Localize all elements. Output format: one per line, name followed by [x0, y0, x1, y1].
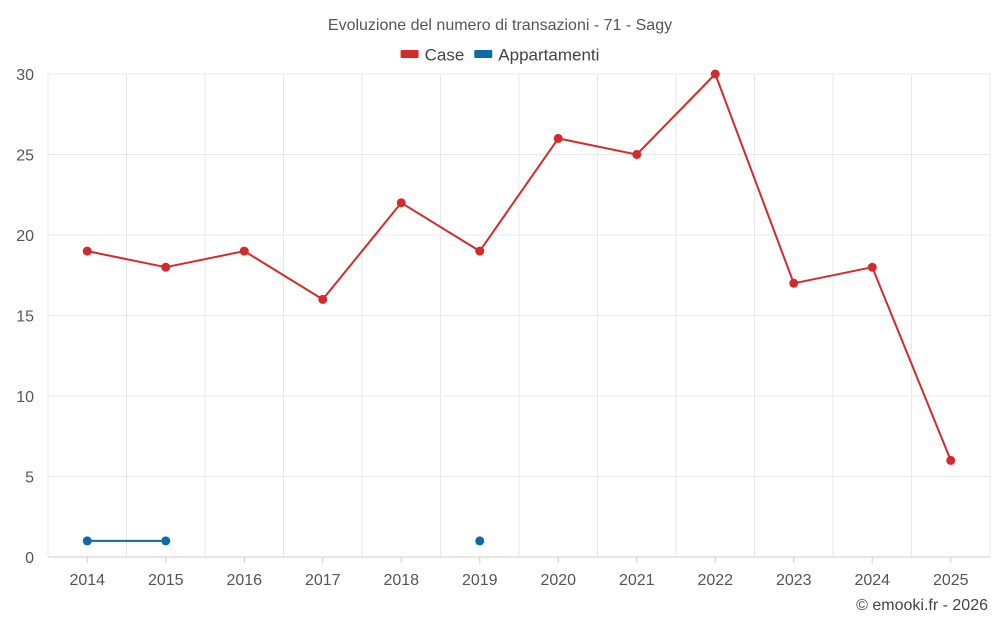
y-tick-label: 15 [16, 309, 34, 326]
data-point-appartamenti[interactable] [475, 536, 485, 546]
data-point-case[interactable] [553, 133, 563, 143]
series-line-case [87, 73, 952, 461]
data-point-case[interactable] [789, 278, 799, 288]
x-axis: 2014 2015 2016 2017 2018 2019 2020 2021 2022 2023… [48, 556, 990, 589]
legend-swatch [474, 50, 493, 58]
series-appartamenti [82, 536, 485, 546]
x-tick-label: 2022 [697, 572, 733, 589]
data-point-case[interactable] [239, 246, 249, 256]
x-tick-label: 2025 [933, 572, 969, 589]
credit-text: © emooki.fr - 2026 [856, 597, 988, 614]
y-tick-label: 30 [16, 67, 34, 84]
y-tick-label: 0 [25, 550, 34, 567]
data-point-case[interactable] [710, 69, 720, 79]
x-tick-label: 2016 [226, 572, 262, 589]
y-tick-label: 25 [16, 148, 34, 165]
data-point-case[interactable] [867, 262, 877, 272]
series-case [82, 69, 956, 465]
gridlines [47, 73, 991, 558]
x-tick-label: 2014 [69, 572, 105, 589]
legend-label: Case [425, 45, 465, 64]
data-point-case[interactable] [161, 262, 171, 272]
x-tick-label: 2018 [383, 572, 419, 589]
data-point-case[interactable] [946, 455, 956, 465]
legend-item-case[interactable]: Case [400, 45, 465, 64]
data-point-case[interactable] [318, 294, 328, 304]
x-tick-label: 2019 [462, 572, 498, 589]
x-tick-label: 2015 [148, 572, 184, 589]
y-tick-label: 5 [25, 470, 34, 487]
x-tick-label: 2020 [540, 572, 576, 589]
series-layer [82, 69, 956, 546]
y-tick-label: 20 [16, 228, 34, 245]
data-point-appartamenti[interactable] [82, 536, 92, 546]
x-tick-label: 2021 [619, 572, 655, 589]
data-point-case[interactable] [632, 150, 642, 159]
data-point-case[interactable] [475, 246, 485, 256]
legend-swatch [400, 50, 419, 58]
x-tick-label: 2017 [305, 572, 341, 589]
chart-title: Evoluzione del numero di transazioni - 7… [328, 17, 672, 34]
y-axis: 0 5 10 15 20 25 30 [16, 67, 34, 567]
data-point-case[interactable] [82, 246, 92, 256]
legend-item-appartamenti[interactable]: Appartamenti [474, 45, 599, 64]
x-tick-label: 2024 [854, 572, 890, 589]
data-point-case[interactable] [396, 198, 406, 208]
x-tick-label: 2023 [776, 572, 812, 589]
legend: Case Appartamenti [400, 45, 599, 64]
legend-label: Appartamenti [498, 45, 599, 64]
data-point-appartamenti[interactable] [161, 536, 171, 546]
y-tick-label: 10 [16, 389, 34, 406]
